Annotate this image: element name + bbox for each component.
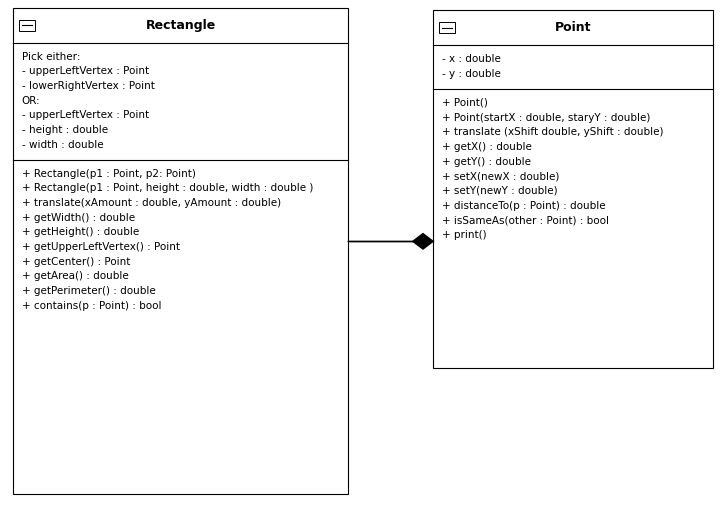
Text: + setY(newY : double): + setY(newY : double) <box>442 186 558 196</box>
Text: OR:: OR: <box>22 96 41 106</box>
Text: + getArea() : double: + getArea() : double <box>22 271 129 282</box>
Text: - upperLeftVertex : Point: - upperLeftVertex : Point <box>22 110 149 121</box>
Text: + distanceTo(p : Point) : double: + distanceTo(p : Point) : double <box>442 201 606 211</box>
Bar <box>433 10 713 368</box>
Text: Pick either:: Pick either: <box>22 52 80 62</box>
Text: + getUpperLeftVertex() : Point: + getUpperLeftVertex() : Point <box>22 242 180 252</box>
Bar <box>19 20 35 31</box>
Text: + getWidth() : double: + getWidth() : double <box>22 213 135 223</box>
Text: - upperLeftVertex : Point: - upperLeftVertex : Point <box>22 66 149 76</box>
Bar <box>439 22 455 33</box>
Text: + isSameAs(other : Point) : bool: + isSameAs(other : Point) : bool <box>442 215 609 226</box>
Text: - x : double: - x : double <box>442 54 501 64</box>
Text: + getHeight() : double: + getHeight() : double <box>22 228 139 237</box>
Text: - height : double: - height : double <box>22 125 108 135</box>
Text: - width : double: - width : double <box>22 140 103 150</box>
Text: + Rectangle(p1 : Point, p2: Point): + Rectangle(p1 : Point, p2: Point) <box>22 169 196 179</box>
Text: + print(): + print() <box>442 230 486 240</box>
Text: Rectangle: Rectangle <box>146 19 215 32</box>
Text: Point: Point <box>555 21 592 35</box>
Text: + getY() : double: + getY() : double <box>442 157 531 167</box>
Text: + getCenter() : Point: + getCenter() : Point <box>22 257 130 267</box>
Text: + contains(p : Point) : bool: + contains(p : Point) : bool <box>22 301 162 311</box>
Text: + setX(newX : double): + setX(newX : double) <box>442 171 559 181</box>
Text: + Point(startX : double, staryY : double): + Point(startX : double, staryY : double… <box>442 113 650 123</box>
Text: - y : double: - y : double <box>442 69 501 79</box>
Bar <box>13 8 348 494</box>
Text: + Rectangle(p1 : Point, height : double, width : double ): + Rectangle(p1 : Point, height : double,… <box>22 183 313 194</box>
Text: + translate(xAmount : double, yAmount : double): + translate(xAmount : double, yAmount : … <box>22 198 281 208</box>
Polygon shape <box>413 234 433 249</box>
Text: + getPerimeter() : double: + getPerimeter() : double <box>22 286 156 296</box>
Text: - lowerRightVertex : Point: - lowerRightVertex : Point <box>22 81 155 91</box>
Text: + Point(): + Point() <box>442 98 488 108</box>
Text: + getX() : double: + getX() : double <box>442 142 531 152</box>
Text: + translate (xShift double, yShift : double): + translate (xShift double, yShift : dou… <box>442 127 663 138</box>
